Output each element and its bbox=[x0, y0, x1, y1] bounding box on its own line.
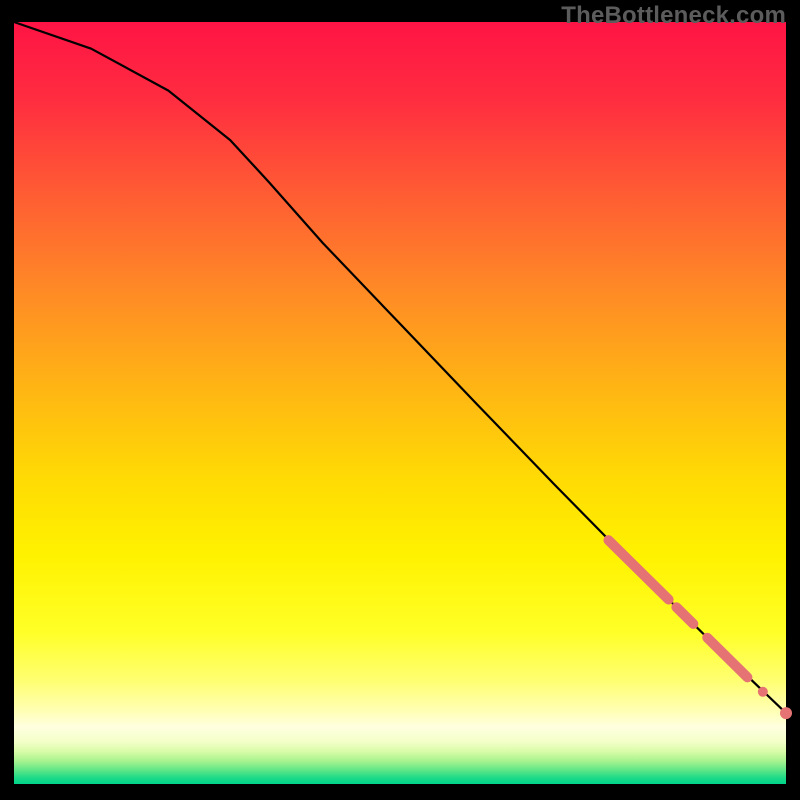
chart-svg bbox=[0, 0, 800, 800]
highlight-dot-0 bbox=[758, 687, 768, 697]
watermark-text: TheBottleneck.com bbox=[561, 2, 786, 30]
plot-background bbox=[14, 22, 786, 784]
chart-stage: TheBottleneck.com bbox=[0, 0, 800, 800]
highlight-dot-1 bbox=[780, 707, 792, 719]
